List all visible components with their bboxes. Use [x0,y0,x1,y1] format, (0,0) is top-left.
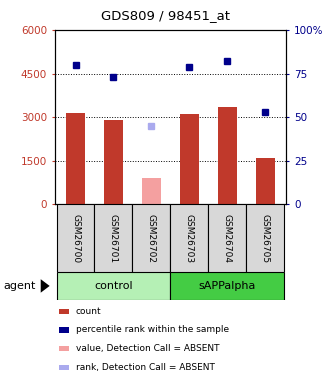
Text: GSM26705: GSM26705 [261,214,270,262]
Bar [104,120,123,204]
Bar [66,113,85,204]
Text: rank, Detection Call = ABSENT: rank, Detection Call = ABSENT [76,363,215,372]
Bar [247,204,284,272]
Bar [142,178,161,204]
Bar [132,204,170,272]
Text: GSM26700: GSM26700 [71,214,80,262]
Text: percentile rank within the sample: percentile rank within the sample [76,326,229,334]
Bar [218,107,237,204]
Bar [94,204,132,272]
Bar [209,204,247,272]
Text: value, Detection Call = ABSENT: value, Detection Call = ABSENT [76,344,219,353]
Bar [170,204,209,272]
Bar [57,272,170,300]
Bar [59,327,69,333]
Text: GSM26701: GSM26701 [109,214,118,262]
Text: count: count [76,307,102,316]
Text: GSM26704: GSM26704 [223,214,232,262]
Bar [180,114,199,204]
Bar [59,346,69,351]
Polygon shape [41,279,50,292]
Text: sAPPalpha: sAPPalpha [199,281,256,291]
Bar [59,365,69,370]
Text: agent: agent [3,281,36,291]
Bar [170,272,284,300]
Text: GSM26702: GSM26702 [147,214,156,262]
Text: GDS809 / 98451_at: GDS809 / 98451_at [101,9,230,22]
Text: GSM26703: GSM26703 [185,214,194,262]
Bar [57,204,94,272]
Bar [59,309,69,314]
Bar [256,158,275,204]
Text: control: control [94,281,133,291]
